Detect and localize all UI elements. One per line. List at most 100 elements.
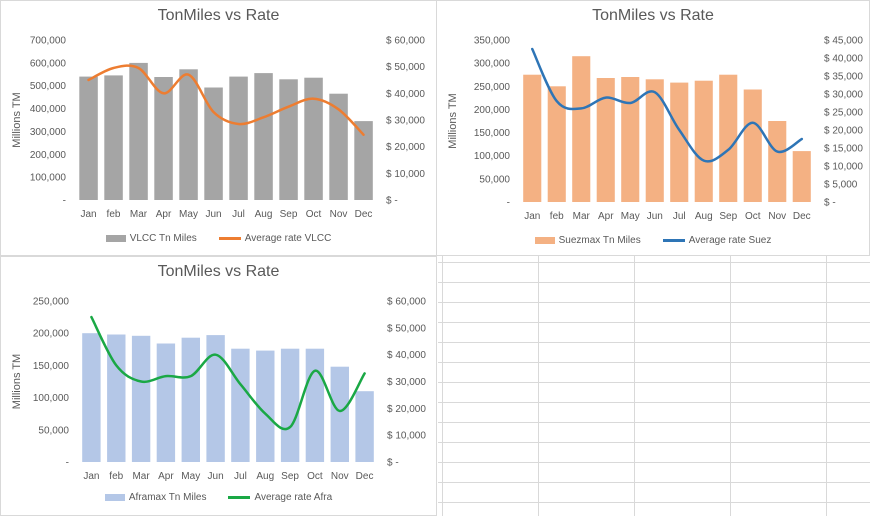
bar bbox=[229, 77, 248, 200]
legend-item-line: Average rate VLCC bbox=[219, 233, 332, 244]
y-right-tick-label: $ 30,000 bbox=[386, 116, 425, 127]
y-left-tick-label: 700,000 bbox=[30, 36, 67, 47]
x-tick-label: Mar bbox=[573, 211, 591, 222]
bar bbox=[304, 78, 323, 200]
y-axis-title: Millions TM bbox=[11, 92, 23, 147]
x-tick-label: Nov bbox=[768, 211, 786, 222]
x-tick-label: Jan bbox=[83, 471, 99, 482]
bar bbox=[523, 75, 541, 202]
bar bbox=[621, 77, 639, 202]
legend-swatch bbox=[663, 239, 685, 242]
x-tick-label: Dec bbox=[793, 211, 811, 222]
x-tick-label: Jun bbox=[208, 471, 224, 482]
bar bbox=[281, 349, 299, 462]
y-left-tick-label: 250,000 bbox=[474, 82, 511, 93]
y-left-tick-label: 50,000 bbox=[38, 425, 69, 436]
y-right-tick-label: $ 60,000 bbox=[387, 297, 426, 308]
bar bbox=[129, 63, 148, 200]
legend-swatch bbox=[219, 237, 241, 240]
x-tick-label: feb bbox=[550, 211, 564, 222]
chart-plot: -50,000100,000150,000200,000250,000300,0… bbox=[437, 1, 870, 257]
bar bbox=[179, 69, 198, 200]
x-tick-label: feb bbox=[109, 471, 123, 482]
bar bbox=[548, 86, 566, 202]
x-tick-label: Dec bbox=[356, 471, 374, 482]
y-right-tick-label: $ 10,000 bbox=[386, 169, 425, 180]
y-left-tick-label: 200,000 bbox=[33, 329, 70, 340]
y-left-tick-label: 100,000 bbox=[33, 393, 70, 404]
x-tick-label: Aug bbox=[256, 471, 274, 482]
x-tick-label: Jul bbox=[232, 209, 245, 220]
y-left-tick-label: 100,000 bbox=[30, 173, 67, 184]
chart-legend: VLCC Tn Miles Average rate VLCC bbox=[1, 233, 436, 244]
y-left-tick-label: 350,000 bbox=[474, 36, 511, 47]
y-right-tick-label: $ 50,000 bbox=[386, 62, 425, 73]
x-tick-label: Mar bbox=[132, 471, 150, 482]
y-right-tick-label: $ 40,000 bbox=[387, 350, 426, 361]
y-left-tick-label: 300,000 bbox=[474, 59, 511, 70]
bar bbox=[670, 83, 688, 202]
bar bbox=[157, 344, 175, 463]
x-tick-label: Oct bbox=[307, 471, 323, 482]
y-left-tick-label: 100,000 bbox=[474, 151, 511, 162]
y-right-tick-label: $ 20,000 bbox=[387, 404, 426, 415]
y-left-tick-label: 200,000 bbox=[30, 150, 67, 161]
x-tick-label: Jan bbox=[80, 209, 96, 220]
legend-item-bar: VLCC Tn Miles bbox=[106, 233, 197, 244]
y-left-tick-label: 300,000 bbox=[30, 127, 67, 138]
y-right-tick-label: $ 30,000 bbox=[824, 90, 863, 101]
y-right-tick-label: $ 10,000 bbox=[387, 431, 426, 442]
x-tick-label: Apr bbox=[598, 211, 614, 222]
chart-legend: Suezmax Tn Miles Average rate Suez bbox=[437, 235, 869, 246]
y-right-tick-label: $ 10,000 bbox=[824, 162, 863, 173]
x-tick-label: Nov bbox=[331, 471, 349, 482]
bar bbox=[695, 81, 713, 202]
bar bbox=[744, 90, 762, 203]
bar bbox=[182, 338, 200, 462]
y-right-tick-label: $ 35,000 bbox=[824, 72, 863, 83]
legend-item-line: Average rate Afra bbox=[228, 492, 332, 503]
bar bbox=[82, 333, 100, 462]
y-right-tick-label: $ 20,000 bbox=[386, 142, 425, 153]
chart-plot: -100,000200,000300,000400,000500,000600,… bbox=[1, 1, 438, 257]
bar bbox=[132, 336, 150, 462]
legend-swatch bbox=[535, 237, 555, 244]
y-right-tick-label: $ - bbox=[824, 198, 836, 209]
legend-swatch bbox=[228, 496, 250, 499]
bar bbox=[331, 367, 349, 462]
y-right-tick-label: $ 5,000 bbox=[824, 180, 858, 191]
y-left-tick-label: 500,000 bbox=[30, 81, 67, 92]
bar bbox=[768, 121, 786, 202]
y-left-tick-label: 150,000 bbox=[33, 361, 70, 372]
bar bbox=[306, 349, 324, 462]
x-tick-label: Dec bbox=[355, 209, 373, 220]
x-tick-label: Jun bbox=[647, 211, 663, 222]
x-tick-label: Jul bbox=[234, 471, 247, 482]
x-tick-label: feb bbox=[107, 209, 121, 220]
bar bbox=[572, 56, 590, 202]
y-right-tick-label: $ 40,000 bbox=[386, 89, 425, 100]
y-right-tick-label: $ 40,000 bbox=[824, 54, 863, 65]
y-right-tick-label: $ - bbox=[386, 196, 398, 207]
x-tick-label: Aug bbox=[255, 209, 273, 220]
legend-swatch bbox=[105, 494, 125, 501]
y-left-tick-label: 150,000 bbox=[474, 128, 511, 139]
x-tick-label: May bbox=[181, 471, 200, 482]
x-tick-label: Jul bbox=[673, 211, 686, 222]
bar bbox=[104, 75, 123, 200]
x-tick-label: May bbox=[179, 209, 198, 220]
y-axis-title: Millions TM bbox=[11, 354, 23, 409]
y-right-tick-label: $ 30,000 bbox=[387, 377, 426, 388]
x-tick-label: Jan bbox=[524, 211, 540, 222]
x-tick-label: Sep bbox=[719, 211, 737, 222]
legend-label: Average rate Afra bbox=[254, 492, 332, 503]
chart-legend: Aframax Tn Miles Average rate Afra bbox=[1, 492, 436, 503]
legend-swatch bbox=[106, 235, 126, 242]
legend-item-bar: Aframax Tn Miles bbox=[105, 492, 207, 503]
y-left-tick-label: 250,000 bbox=[33, 297, 70, 308]
x-tick-label: Mar bbox=[130, 209, 148, 220]
